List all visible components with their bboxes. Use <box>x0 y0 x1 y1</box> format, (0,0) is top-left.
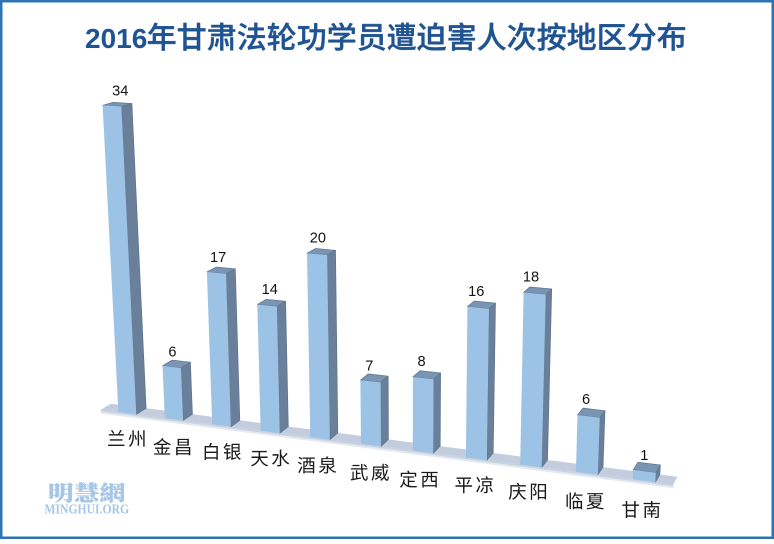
svg-text:6: 6 <box>582 392 590 408</box>
svg-text:18: 18 <box>523 270 539 286</box>
svg-text:MINGHUI.ORG: MINGHUI.ORG <box>45 502 130 517</box>
svg-text:14: 14 <box>262 282 278 298</box>
svg-text:2016: 2016 <box>85 23 147 54</box>
svg-text:8: 8 <box>418 354 426 370</box>
svg-text:6: 6 <box>168 345 176 361</box>
svg-text:1: 1 <box>640 448 648 464</box>
svg-text:7: 7 <box>365 358 373 374</box>
svg-text:16: 16 <box>468 284 484 300</box>
svg-text:20: 20 <box>310 231 326 247</box>
svg-text:34: 34 <box>112 83 128 99</box>
svg-text:17: 17 <box>210 250 226 266</box>
